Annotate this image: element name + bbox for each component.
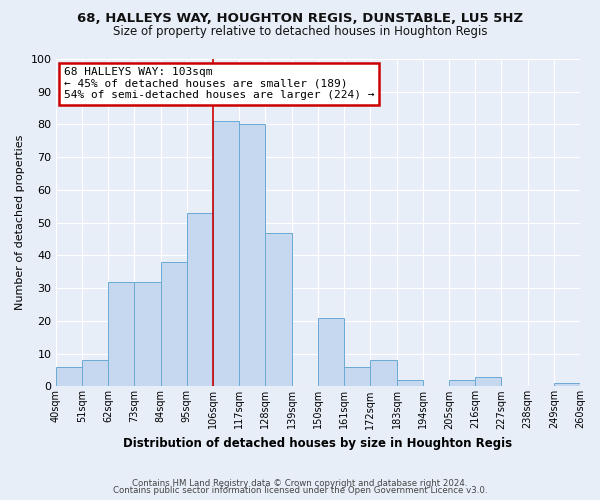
Bar <box>134 282 161 387</box>
Bar <box>554 383 580 386</box>
Bar <box>370 360 397 386</box>
Text: 68 HALLEYS WAY: 103sqm
← 45% of detached houses are smaller (189)
54% of semi-de: 68 HALLEYS WAY: 103sqm ← 45% of detached… <box>64 67 374 100</box>
X-axis label: Distribution of detached houses by size in Houghton Regis: Distribution of detached houses by size … <box>123 437 512 450</box>
Bar <box>213 121 239 386</box>
Bar <box>108 282 134 387</box>
Bar <box>449 380 475 386</box>
Bar <box>397 380 423 386</box>
Bar <box>239 124 265 386</box>
Bar <box>161 262 187 386</box>
Bar <box>344 366 370 386</box>
Bar <box>187 213 213 386</box>
Text: Contains public sector information licensed under the Open Government Licence v3: Contains public sector information licen… <box>113 486 487 495</box>
Bar <box>318 318 344 386</box>
Text: Contains HM Land Registry data © Crown copyright and database right 2024.: Contains HM Land Registry data © Crown c… <box>132 478 468 488</box>
Bar <box>265 232 292 386</box>
Bar <box>475 376 502 386</box>
Bar <box>56 366 82 386</box>
Y-axis label: Number of detached properties: Number of detached properties <box>15 135 25 310</box>
Text: Size of property relative to detached houses in Houghton Regis: Size of property relative to detached ho… <box>113 25 487 38</box>
Bar <box>82 360 108 386</box>
Text: 68, HALLEYS WAY, HOUGHTON REGIS, DUNSTABLE, LU5 5HZ: 68, HALLEYS WAY, HOUGHTON REGIS, DUNSTAB… <box>77 12 523 26</box>
